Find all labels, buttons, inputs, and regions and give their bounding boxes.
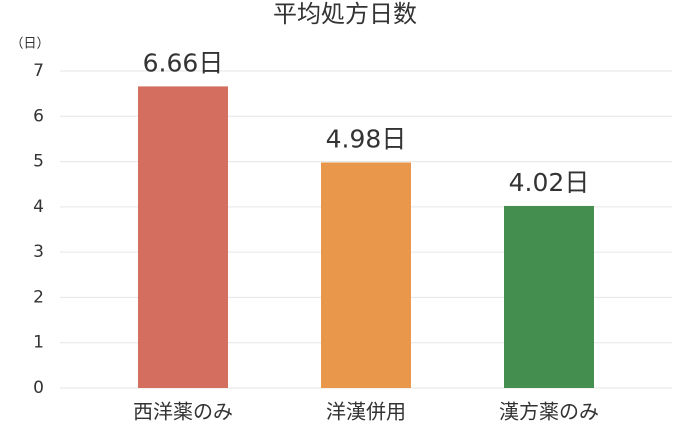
bar bbox=[138, 86, 228, 388]
bar bbox=[321, 162, 411, 388]
x-tick-label: 漢方薬のみ bbox=[499, 400, 599, 424]
y-tick-label: 5 bbox=[33, 152, 44, 172]
y-unit: （日） bbox=[10, 37, 49, 52]
x-tick-label: 西洋薬のみ bbox=[133, 400, 233, 424]
value-label: 4.98日 bbox=[326, 124, 407, 153]
bar bbox=[504, 205, 594, 388]
y-tick-label: 7 bbox=[33, 61, 44, 81]
y-tick-label: 4 bbox=[33, 197, 44, 217]
value-label: 6.66日 bbox=[143, 48, 224, 77]
y-tick-label: 6 bbox=[33, 106, 44, 126]
value-label: 4.02日 bbox=[509, 168, 590, 197]
y-tick-label: 1 bbox=[33, 333, 44, 353]
chart-title: 平均処方日数 bbox=[273, 0, 417, 28]
y-tick-label: 0 bbox=[33, 378, 44, 398]
x-tick-label: 洋漢併用 bbox=[326, 400, 406, 424]
y-tick-label: 2 bbox=[33, 287, 44, 307]
y-tick-label: 3 bbox=[33, 242, 44, 262]
